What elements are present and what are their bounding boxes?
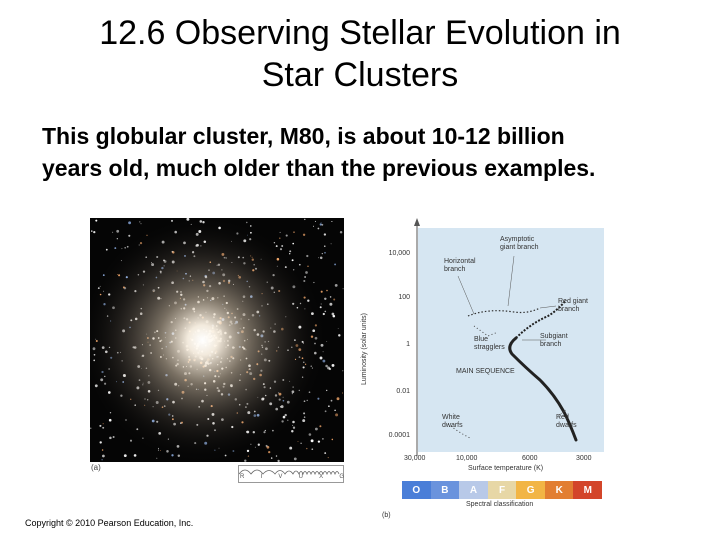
bs-label-line: stragglers: [474, 344, 505, 351]
x-tick-label: 10,000: [456, 455, 478, 462]
horizontal-branch-label: Horizontal branch: [444, 258, 476, 274]
rgb-label-line: Red giant: [558, 298, 588, 305]
figure-a-label: (a): [91, 463, 101, 472]
agb-label-line: giant branch: [500, 244, 539, 251]
filter-letter: G: [339, 474, 344, 480]
red-dwarfs-label: Red dwarfs: [556, 414, 577, 430]
main-sequence-label: MAIN SEQUENCE: [456, 368, 515, 375]
subgiant-branch-label: Subgiant branch: [540, 333, 568, 349]
white-dwarfs-label: White dwarfs: [442, 414, 463, 430]
title-line-1: 12.6 Observing Stellar Evolution in: [99, 14, 621, 52]
filter-letter: V: [278, 474, 283, 480]
filter-letter: I: [260, 474, 263, 480]
filter-wavelength-bar: [238, 465, 344, 483]
spectral-title: Spectral classification: [466, 501, 534, 508]
spectral-class-f: F: [487, 481, 517, 499]
body-line-2: years old, much older than the previous …: [42, 155, 596, 181]
rd-label-line: dwarfs: [556, 422, 577, 429]
y-tick-label: 100: [398, 294, 410, 301]
filter-letter: R: [240, 474, 245, 480]
y-tick-label: 0.0001: [388, 432, 410, 439]
red-giant-branch-label: Red giant branch: [558, 298, 588, 314]
title-line-2: Star Clusters: [261, 56, 459, 94]
spectral-class-bar: O B A F G K M: [402, 481, 603, 499]
hb-label-line: Horizontal: [444, 258, 476, 265]
spectral-class-a: A: [459, 481, 488, 499]
sgb-label-line: Subgiant: [540, 333, 568, 340]
spectral-class-m: M: [573, 481, 603, 499]
y-tick-label: 1: [406, 341, 410, 348]
x-tick-label: 6000: [522, 455, 538, 462]
agb-label: Asymptotic giant branch: [500, 236, 539, 252]
spectral-class-o: O: [402, 481, 431, 499]
y-axis-title: Luminosity (solar units): [361, 313, 368, 385]
spectral-class-b: B: [430, 481, 460, 499]
cluster-starfield: [90, 218, 344, 462]
x-axis-title: Surface temperature (K): [468, 465, 544, 472]
filter-letter: U: [298, 474, 303, 480]
hr-diagram-plot: [447, 255, 578, 442]
body-line-1: This globular cluster, M80, is about 10-…: [42, 123, 565, 149]
y-tick-label: 10,000: [388, 250, 410, 257]
hb-label-line: branch: [444, 266, 466, 273]
copyright-notice: Copyright © 2010 Pearson Education, Inc.: [25, 518, 194, 528]
figure-b-label: (b): [382, 512, 391, 519]
bs-label-line: Blue: [474, 336, 489, 343]
slide-body: This globular cluster, M80, is about 10-…: [42, 120, 702, 184]
agb-label-line: Asymptotic: [500, 236, 535, 243]
hr-diagram-panel: Asymptotic giant branch Horizontal branc…: [418, 228, 604, 452]
y-tick-label: 0.01: [396, 388, 410, 395]
spectral-class-g: G: [516, 481, 545, 499]
rd-label-line: Red: [556, 414, 569, 421]
filter-letter: X: [319, 474, 324, 480]
spectral-class-k: K: [544, 481, 574, 499]
wd-label-line: White: [442, 414, 460, 421]
sgb-label-line: branch: [540, 341, 562, 348]
slide-title: 12.6 Observing Stellar Evolution in Star…: [0, 12, 720, 96]
filter-letters: R I V U X G: [240, 474, 344, 480]
y-axis-arrow: [414, 218, 420, 456]
wd-label-line: dwarfs: [442, 422, 463, 429]
x-tick-label: 3000: [576, 455, 592, 462]
x-tick-label: 30,000: [404, 455, 426, 462]
rgb-label-line: branch: [558, 306, 580, 313]
globular-cluster-image: [90, 218, 344, 462]
wave-icon: [239, 469, 340, 476]
blue-stragglers-label: Blue stragglers: [474, 336, 505, 352]
